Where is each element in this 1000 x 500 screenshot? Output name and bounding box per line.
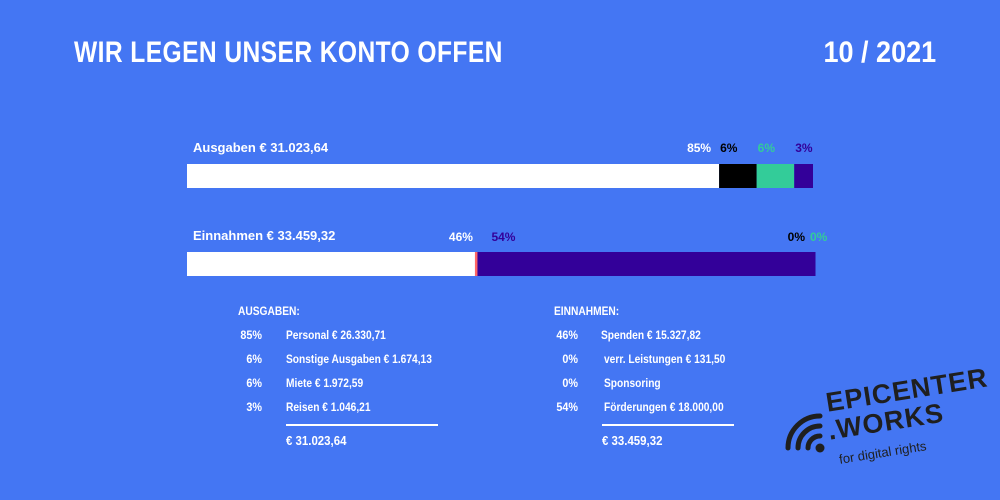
signal-icon xyxy=(785,413,825,453)
row-label: Sonstige Ausgaben € 1.674,13 xyxy=(286,352,432,366)
row-percent: 6% xyxy=(246,352,262,366)
segment-percent-label: 54% xyxy=(491,230,515,244)
einnahmen-total: € 33.459,32 xyxy=(602,433,663,448)
row-percent: 0% xyxy=(562,376,578,390)
row-label: Personal € 26.330,71 xyxy=(286,328,386,342)
row-label: Sponsoring xyxy=(604,376,661,390)
logo-tagline: for digital rights xyxy=(838,438,928,467)
ausgaben-table: AUSGABEN: 85% Personal € 26.330,71 6% So… xyxy=(238,304,458,454)
row-percent: 3% xyxy=(246,400,262,414)
bar-segment xyxy=(794,164,813,188)
epicenter-works-logo: EPICENTER .WORKS for digital rights xyxy=(776,362,990,478)
row-label: Förderungen € 18.000,00 xyxy=(604,400,724,414)
segment-percent-label: 6% xyxy=(758,141,776,155)
total-divider xyxy=(286,424,438,426)
bar-segment xyxy=(477,252,816,276)
stacked-bar-chart: Ausgaben € 31.023,64 85% 6% 6% 3% Einnahmen €… xyxy=(187,140,828,276)
segment-percent-label: 0% xyxy=(810,230,828,244)
segment-percent-label: 85% xyxy=(687,141,711,155)
bar-segment xyxy=(187,164,720,188)
einnahmen-table: EINNAHMEN: 46% Spenden € 15.327,82 0% ve… xyxy=(554,304,774,454)
segment-percent-label: 0% xyxy=(788,230,806,244)
bar-segment xyxy=(474,252,478,276)
segment-percent-label: 3% xyxy=(795,141,813,155)
total-divider xyxy=(602,424,734,426)
bar-label: Ausgaben € 31.023,64 xyxy=(193,140,329,155)
ausgaben-heading: AUSGABEN: xyxy=(238,304,300,318)
segment-percent-label: 6% xyxy=(720,141,738,155)
bar-segment xyxy=(756,164,795,188)
row-percent: 46% xyxy=(556,328,579,342)
einnahmen-heading: EINNAHMEN: xyxy=(554,304,620,318)
row-percent: 0% xyxy=(562,352,578,366)
row-label: Miete € 1.972,59 xyxy=(286,376,364,390)
row-label: Reisen € 1.046,21 xyxy=(286,400,371,414)
bar-segment xyxy=(187,252,475,276)
bar-label: Einnahmen € 33.459,32 xyxy=(193,228,335,243)
row-percent: 85% xyxy=(240,328,263,342)
row-label: verr. Leistungen € 131,50 xyxy=(604,352,726,366)
ausgaben-total: € 31.023,64 xyxy=(286,433,347,448)
row-label: Spenden € 15.327,82 xyxy=(601,328,701,342)
page-title: WIR LEGEN UNSER KONTO OFFEN xyxy=(74,36,503,69)
segment-percent-label: 46% xyxy=(449,230,473,244)
report-date: 10 / 2021 xyxy=(823,36,936,69)
bar-segment xyxy=(719,164,757,188)
row-percent: 54% xyxy=(556,400,579,414)
row-percent: 6% xyxy=(246,376,262,390)
